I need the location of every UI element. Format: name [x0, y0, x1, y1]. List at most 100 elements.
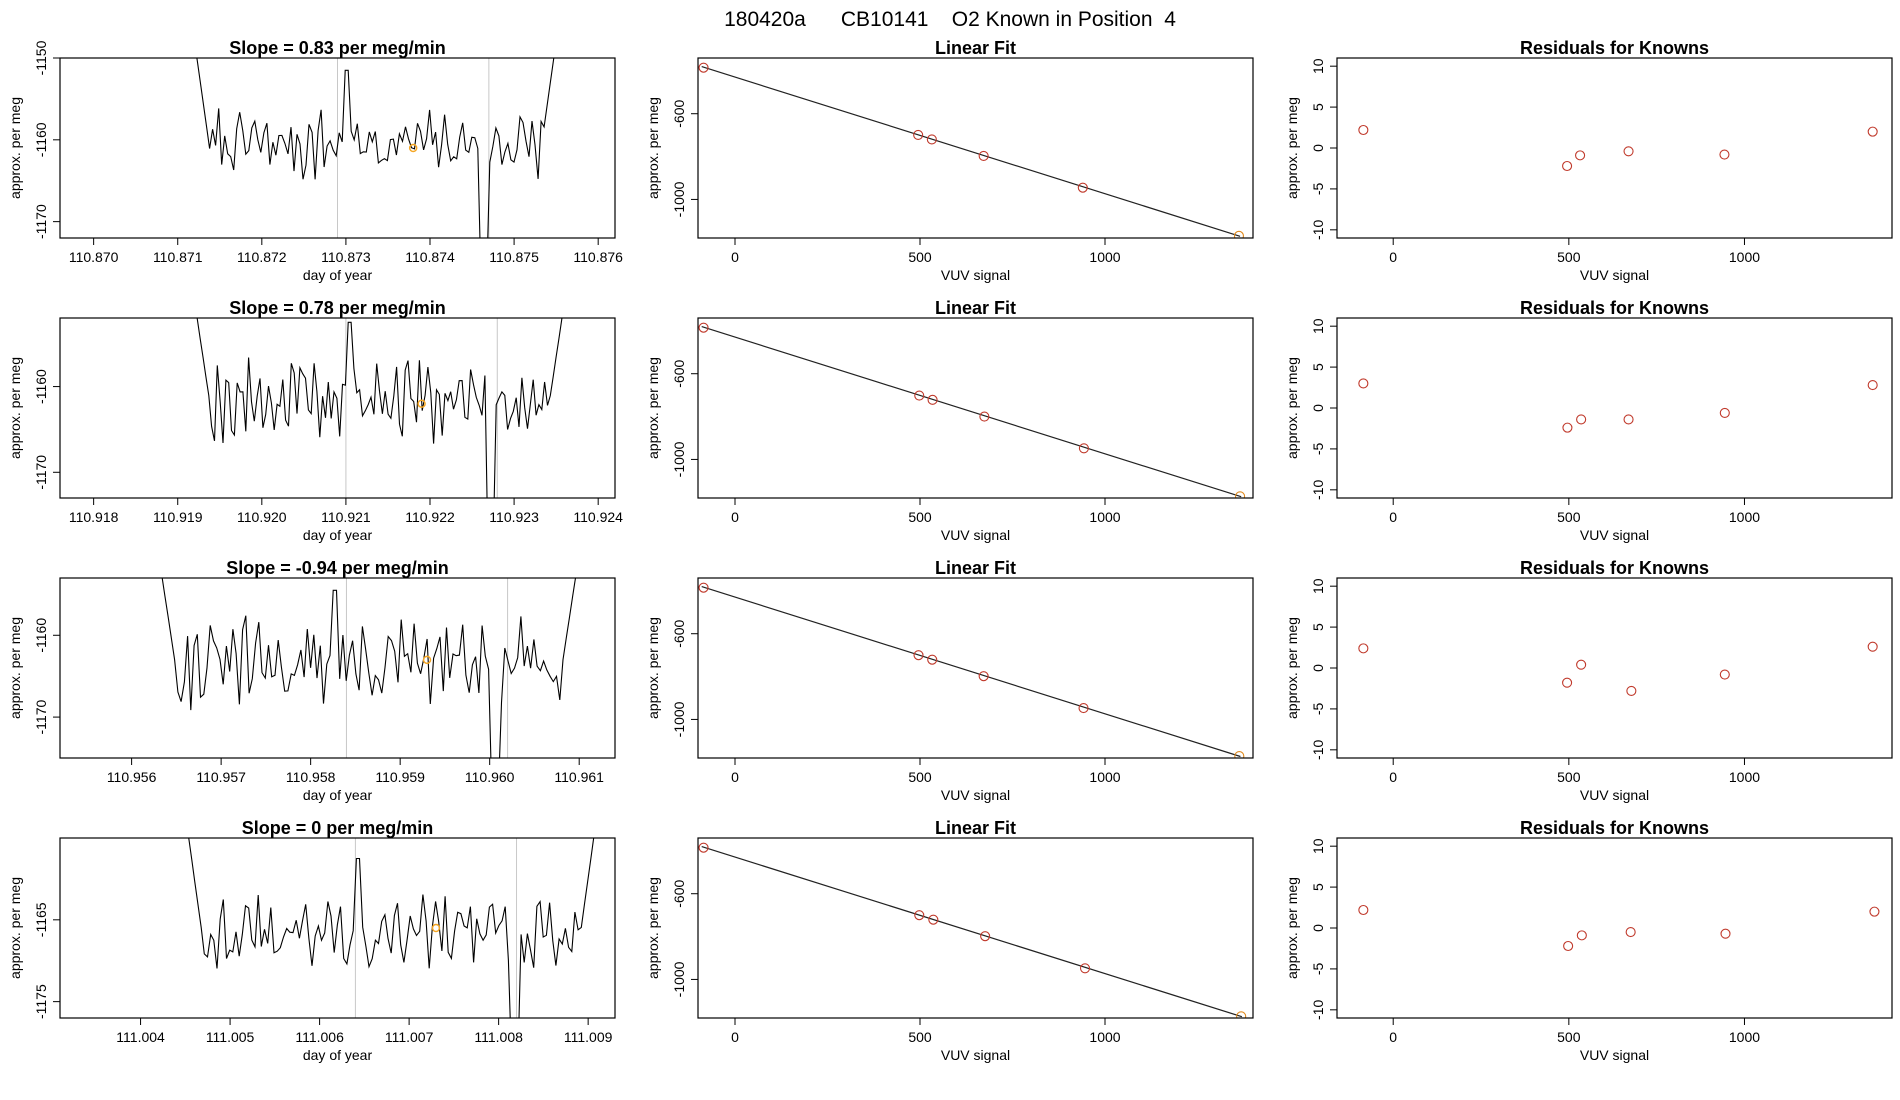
y-tick-label: -1000: [671, 181, 687, 217]
data-point: [927, 394, 938, 405]
chart-timeseries-row-4: Slope = 0 per meg/min 111.004 111.005 111.0…: [7, 818, 616, 1063]
data-point: [914, 910, 925, 921]
y-tick-label: -1160: [33, 122, 49, 157]
y-tick-label: -600: [671, 359, 687, 387]
x-tick-label: 110.919: [153, 509, 203, 525]
chart-fit-row-1: Linear Fit 0 500 1000 -600 -1000 VUV signal app…: [645, 38, 1254, 283]
x-tick-label: 500: [1557, 769, 1581, 785]
x-tick-label: 110.956: [107, 769, 157, 785]
x-tick-label: 110.872: [237, 249, 287, 265]
y-tick-label: -1160: [33, 369, 49, 404]
x-tick-label: 111.007: [385, 1029, 434, 1045]
chart-residuals-row-4: Residuals for Knowns 0 500 1000 10 5 0 -5 -10 VUV…: [1284, 818, 1893, 1063]
data-point: [1358, 904, 1369, 916]
y-tick-label: -1160: [33, 618, 49, 653]
x-axis-label: VUV signal: [941, 527, 1010, 543]
x-tick-label: 111.005: [206, 1029, 255, 1045]
chart-fit-row-2: Linear Fit 0 500 1000 -600 -1000 VUV signal app…: [645, 298, 1254, 543]
x-tick-label: 500: [1557, 509, 1581, 525]
data-point: [1576, 414, 1587, 425]
x-tick-label: 0: [731, 509, 739, 525]
plot-area: [1358, 904, 1880, 952]
chart-fit-row-4: Linear Fit 0 500 1000 -600 -1000 VUV signal app…: [645, 818, 1254, 1063]
y-tick-label: -1170: [33, 700, 49, 735]
y-axis-label: approx. per meg: [1284, 97, 1300, 199]
highlight-point: [417, 399, 426, 408]
y-tick-label: -5: [1310, 182, 1326, 195]
plot-area: [1358, 641, 1878, 696]
y-axis-label: approx. per meg: [7, 97, 23, 199]
x-tick-label: 0: [731, 769, 739, 785]
data-point: [979, 411, 990, 422]
x-tick-label: 1000: [1089, 249, 1120, 265]
data-point: [913, 650, 924, 661]
data-point: [1625, 927, 1636, 938]
data-point: [698, 322, 709, 333]
y-tick-label: -10: [1310, 739, 1326, 759]
x-tick-label: 111.008: [474, 1029, 523, 1045]
data-point: [1867, 641, 1878, 652]
data-point: [1079, 963, 1091, 974]
data-point: [978, 150, 989, 161]
chart-residuals-row-3: Residuals for Knowns 0 500 1000 10 5 0 -5 -10 VUV…: [1284, 558, 1893, 803]
data-point: [1562, 422, 1573, 433]
y-tick-label: -5: [1310, 702, 1326, 715]
plot-area: [1358, 124, 1878, 172]
plot-frame: [59, 577, 616, 759]
y-tick-label: -10: [1310, 479, 1326, 499]
y-tick-label: 0: [1310, 404, 1326, 412]
y-tick-label: 10: [1310, 578, 1326, 594]
y-tick-label: -600: [671, 99, 687, 127]
x-tick-label: 110.921: [321, 509, 371, 525]
y-tick-label: 0: [1310, 924, 1326, 932]
x-tick-label: 500: [908, 769, 932, 785]
data-point: [1576, 659, 1587, 670]
data-point: [1077, 182, 1088, 193]
y-tick-label: -600: [671, 619, 687, 647]
chart-title: Slope = -0.94 per meg/min: [226, 558, 449, 578]
data-point: [1867, 380, 1878, 391]
x-tick-label: 111.004: [116, 1029, 165, 1045]
x-tick-label: 1000: [1729, 249, 1760, 265]
x-tick-label: 500: [1557, 1029, 1581, 1045]
x-tick-label: 110.871: [153, 249, 203, 265]
plot-frame: [1336, 317, 1893, 499]
chart-title: Slope = 0 per meg/min: [242, 818, 434, 838]
data-point: [1719, 407, 1730, 418]
y-axis-label: approx. per meg: [645, 617, 661, 719]
y-tick-label: 10: [1310, 838, 1326, 854]
plot-frame: [59, 57, 616, 239]
plot-frame: [1336, 837, 1893, 1019]
x-tick-label: 1000: [1729, 509, 1760, 525]
y-tick-label: -1150: [33, 40, 49, 75]
y-tick-label: 10: [1310, 58, 1326, 74]
y-axis-label: approx. per meg: [645, 357, 661, 459]
data-point: [698, 842, 709, 853]
x-tick-label: 110.959: [375, 769, 425, 785]
y-axis-label: approx. per meg: [645, 877, 661, 979]
x-tick-label: 1000: [1729, 769, 1760, 785]
page-title: 180420a CB10141 O2 Known in Position 4: [724, 8, 1176, 31]
x-tick-label: 111.009: [564, 1029, 613, 1045]
x-tick-label: 110.922: [405, 509, 455, 525]
y-axis-label: approx. per meg: [1284, 617, 1300, 719]
plot-area: [188, 838, 595, 1018]
chart-timeseries-row-1: Slope = 0.83 per meg/min 110.870 110.871 11…: [7, 38, 623, 283]
data-point: [1720, 928, 1731, 939]
highlight-point: [431, 923, 441, 933]
x-tick-label: 110.875: [489, 249, 539, 265]
y-tick-label: 0: [1310, 144, 1326, 152]
data-point: [698, 62, 709, 73]
y-tick-label: -10: [1310, 219, 1326, 239]
x-tick-label: 500: [908, 1029, 932, 1045]
y-tick-label: -1000: [671, 701, 687, 737]
x-tick-label: 0: [1389, 509, 1397, 525]
plot-frame: [1336, 577, 1893, 759]
data-point: [928, 914, 939, 925]
x-axis-label: day of year: [303, 527, 373, 543]
x-axis-label: VUV signal: [1580, 527, 1649, 543]
chart-title: Linear Fit: [935, 558, 1016, 578]
data-point: [927, 654, 938, 665]
chart-fit-row-3: Linear Fit 0 500 1000 -600 -1000 VUV signal app…: [645, 558, 1254, 803]
